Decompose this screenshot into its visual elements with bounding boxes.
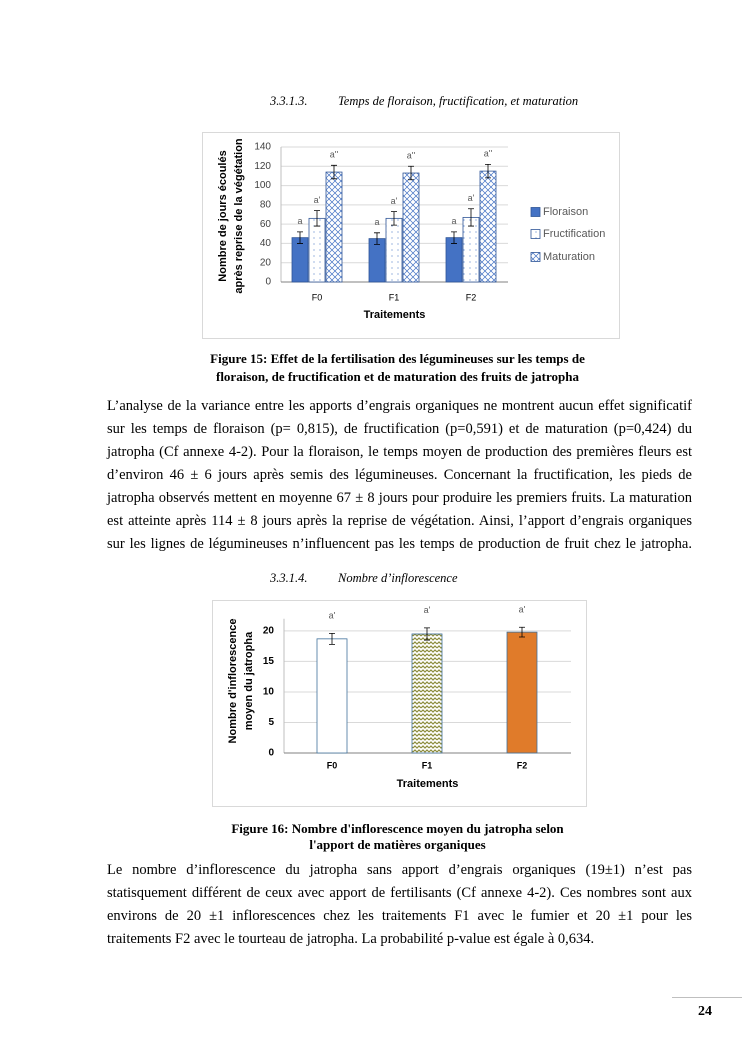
- significance-letter: a: [451, 216, 456, 226]
- y-tick-label: 0: [265, 277, 271, 288]
- y-tick-label: 80: [260, 199, 272, 210]
- y-tick-label: 5: [268, 717, 274, 728]
- paragraph-line: d’environ 46 ± 6 jours après semis des l…: [107, 467, 692, 483]
- y-tick-label: 15: [263, 656, 275, 667]
- y-axis-title: après reprise de la végétation: [233, 138, 245, 294]
- error-bar: [468, 208, 474, 227]
- y-tick-label: 120: [254, 161, 271, 172]
- x-tick-label: F1: [422, 760, 433, 770]
- legend-label: Fructification: [543, 228, 605, 240]
- y-tick-label: 100: [254, 180, 271, 191]
- page-number: 24: [698, 1004, 712, 1019]
- bar: [308, 217, 326, 283]
- section-title: Nombre d’inflorescence: [338, 571, 458, 585]
- paragraph-line: traitements F2 avec le tourteau de jatro…: [107, 931, 595, 947]
- chart: 0 20 40 60 80 100 120 140 F0 F1 F2 Traitements Nombr…: [202, 132, 620, 339]
- section-title: Temps de floraison, fructification, et m…: [338, 94, 579, 108]
- significance-letter: a': [391, 196, 398, 206]
- paragraph-line: Le nombre d’inflorescence du jatropha sa…: [107, 862, 692, 878]
- error-bar: [374, 232, 380, 245]
- bar: [506, 631, 538, 754]
- bar: [411, 633, 443, 754]
- bar: [325, 171, 343, 283]
- y-tick-label: 20: [263, 626, 275, 637]
- y-tick-label: 0: [268, 748, 274, 759]
- y-axis-title: Nombre d'inflorescence: [227, 619, 239, 744]
- error-bar: [297, 231, 303, 244]
- paragraph-line: sur les temps de floraison (p= 0,815), d…: [107, 421, 692, 437]
- error-bar: [314, 210, 320, 227]
- error-bar: [485, 163, 491, 179]
- error-bar: [329, 632, 335, 645]
- paragraph-line: sur les lignes de légumineuses n’influen…: [107, 536, 692, 552]
- error-bar: [391, 211, 397, 226]
- legend-swatch: [530, 252, 541, 262]
- error-bar: [408, 165, 414, 181]
- paragraph-line: statisquement différent de ceux avec app…: [107, 885, 692, 901]
- bar: [368, 238, 386, 283]
- significance-letter: a'': [407, 151, 416, 161]
- error-bar: [424, 627, 430, 641]
- legend-swatch: [530, 207, 541, 217]
- paragraph-line: jatropha (Cf annexe 4-2). Pour la florai…: [107, 444, 692, 460]
- bar: [316, 638, 348, 754]
- bar: [445, 237, 463, 283]
- significance-letter: a': [329, 611, 336, 621]
- y-tick-label: 20: [260, 257, 272, 268]
- error-bar: [331, 164, 337, 180]
- y-axis-title: moyen du jatropha: [243, 631, 255, 730]
- x-tick-label: F1: [389, 292, 400, 302]
- significance-letter: a': [424, 605, 431, 615]
- error-bar: [519, 626, 525, 638]
- significance-letter: a: [297, 216, 302, 226]
- legend-label: Maturation: [543, 251, 595, 263]
- paragraph-line: L’analyse de la variance entre les appor…: [107, 398, 692, 414]
- caption-line: floraison, de fructification et de matur…: [215, 369, 579, 384]
- legend-swatch: [530, 229, 541, 239]
- legend-label: Floraison: [543, 206, 588, 218]
- x-axis-title: Traitements: [397, 778, 459, 790]
- x-tick-label: F0: [327, 760, 338, 770]
- paragraph-line: environs de 20 ±1 inflorescences chez le…: [107, 908, 692, 924]
- significance-letter: a': [519, 605, 526, 615]
- footer-rule: [672, 997, 742, 998]
- x-tick-label: F2: [466, 292, 477, 302]
- bar: [385, 217, 403, 283]
- significance-letter: a': [468, 193, 475, 203]
- chart: 0 5 10 15 20 F0 F1 F2 Traitements Nombre d'inflor…: [212, 600, 587, 807]
- caption-line: l'apport de matières organiques: [309, 837, 486, 852]
- bar: [291, 237, 309, 283]
- x-tick-label: F2: [517, 760, 528, 770]
- caption-line: Figure 15: Effet de la fertilisation des…: [210, 351, 585, 366]
- significance-letter: a'': [330, 150, 339, 160]
- y-tick-label: 60: [260, 219, 272, 230]
- caption-line: Figure 16: Nombre d'inflorescence moyen …: [231, 821, 564, 836]
- y-tick-label: 40: [260, 238, 272, 249]
- paragraph-line: est atteinte après 114 ± 8 jours après l…: [107, 513, 692, 529]
- y-tick-label: 140: [254, 142, 271, 153]
- error-bar: [451, 231, 457, 244]
- paragraph-line: jatropha observés mettent en moyenne 67 …: [107, 490, 692, 506]
- y-axis-title: Nombre de jours écoulés: [217, 150, 229, 281]
- x-axis-title: Traitements: [364, 309, 426, 321]
- significance-letter: a': [314, 195, 321, 205]
- x-tick-label: F0: [312, 292, 323, 302]
- significance-letter: a'': [484, 149, 493, 159]
- y-tick-label: 10: [263, 687, 275, 698]
- bar: [402, 172, 420, 283]
- bar: [479, 170, 497, 283]
- section-number: 3.3.1.4.: [270, 571, 308, 585]
- bar: [462, 216, 480, 283]
- section-number: 3.3.1.3.: [270, 94, 308, 108]
- significance-letter: a: [374, 217, 379, 227]
